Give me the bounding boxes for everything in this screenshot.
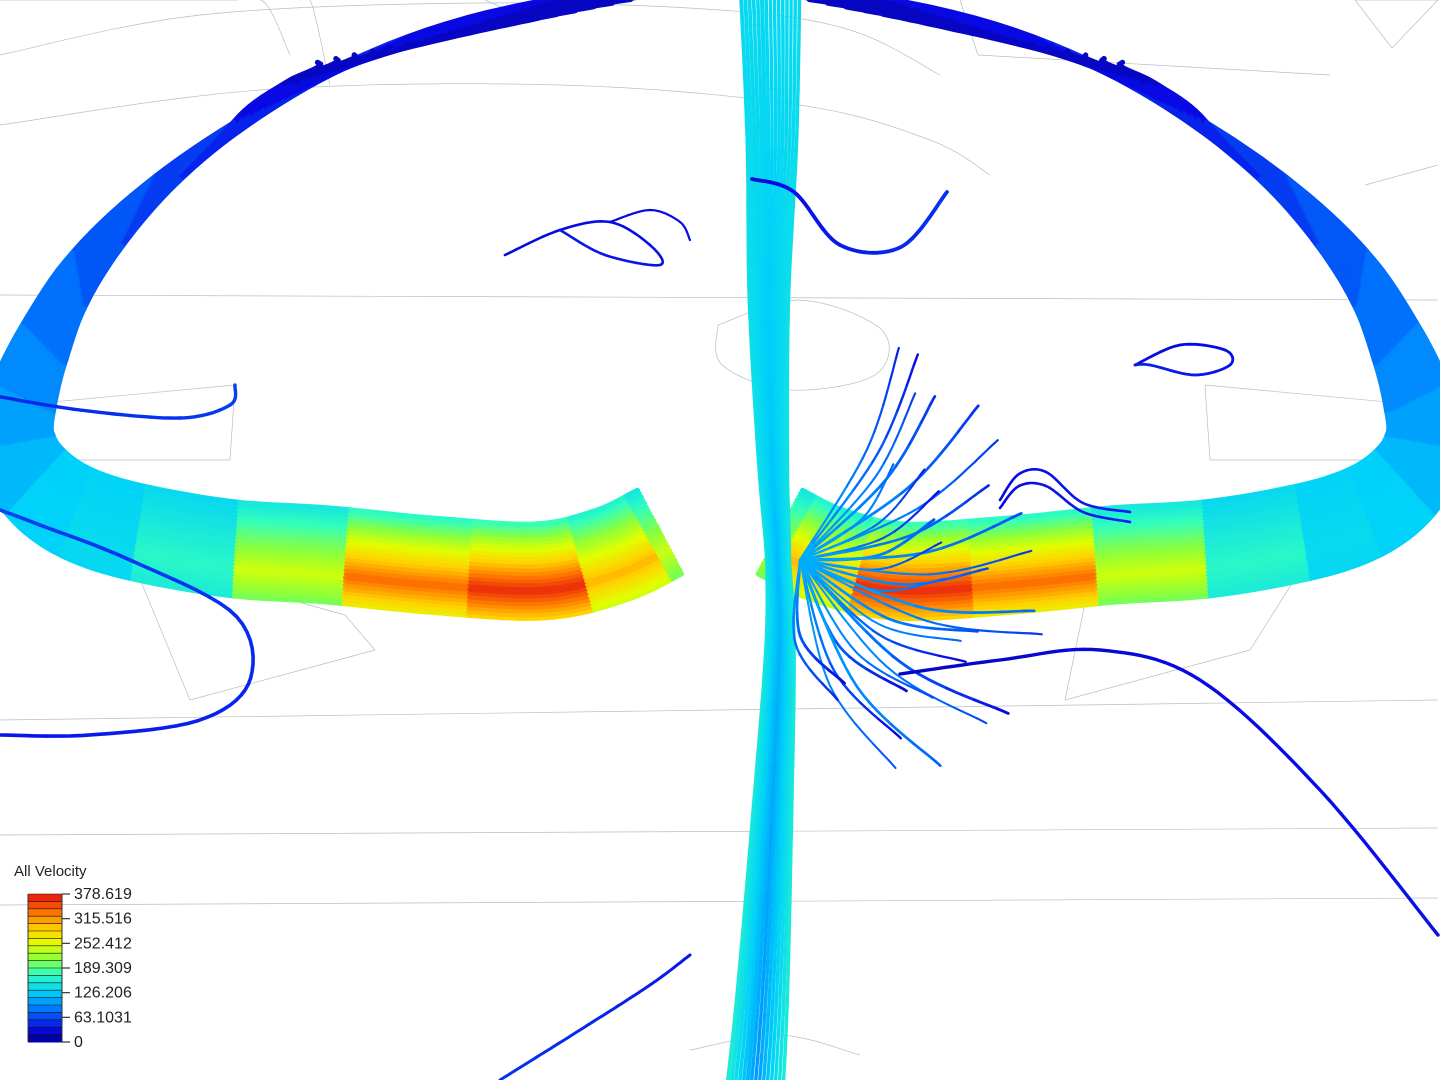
- svg-text:63.1031: 63.1031: [74, 1009, 132, 1026]
- svg-text:126.206: 126.206: [74, 985, 132, 1002]
- svg-text:315.516: 315.516: [74, 911, 132, 928]
- svg-text:378.619: 378.619: [74, 886, 132, 903]
- svg-text:189.309: 189.309: [74, 960, 132, 977]
- svg-text:0: 0: [74, 1034, 83, 1051]
- svg-text:All Velocity: All Velocity: [14, 863, 87, 880]
- svg-text:252.412: 252.412: [74, 935, 132, 952]
